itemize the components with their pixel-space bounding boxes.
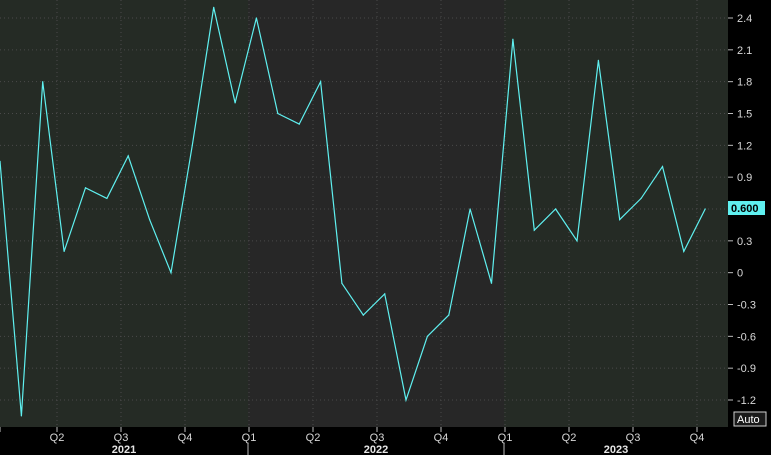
bottom-axis-panel [0, 427, 771, 455]
data-point [106, 197, 108, 199]
y-tick-label: 0 [737, 268, 743, 280]
last-value-label: 0.600 [731, 203, 759, 215]
last-value-badge: 0.600 [728, 201, 765, 215]
x-tick-label: Q2 [306, 432, 321, 444]
data-point [213, 6, 215, 8]
data-point [341, 282, 343, 284]
y-tick-label: 0.9 [737, 172, 752, 184]
data-point [576, 240, 578, 242]
data-point [640, 197, 642, 199]
year-band-2022 [248, 0, 504, 427]
x-tick-label: Q1 [498, 432, 513, 444]
data-point [42, 81, 44, 83]
data-point [683, 250, 685, 252]
y-tick-label: 0.3 [737, 236, 752, 248]
x-axis: Q2 Q3 Q4 Q1 Q2 Q3 Q4 Q1 Q2 Q3 Q4 2021 2022 2023 [0, 427, 704, 455]
data-point [20, 415, 22, 417]
data-point [170, 272, 172, 274]
data-point [63, 250, 65, 252]
x-tick-label: Q2 [562, 432, 577, 444]
data-point [191, 144, 193, 146]
data-point [320, 81, 322, 83]
data-point [384, 293, 386, 295]
data-point [127, 155, 129, 157]
x-tick-label: Q3 [626, 432, 641, 444]
data-point [597, 59, 600, 62]
y-tick-label: -0.9 [737, 363, 756, 375]
x-tick-label: Q3 [114, 432, 129, 444]
data-point [277, 112, 279, 115]
x-tick-label: Q3 [370, 432, 385, 444]
x-tick-label: Q4 [690, 432, 705, 444]
gridlines [0, 0, 728, 427]
y-tick-label: -1.2 [737, 395, 756, 407]
data-point [362, 314, 364, 316]
year-label-2023: 2023 [604, 444, 628, 455]
y-tick-label: 2.4 [737, 13, 752, 25]
data-point [661, 166, 664, 168]
data-point [490, 282, 493, 284]
data-point [426, 335, 428, 337]
data-point [149, 219, 151, 221]
data-point [0, 160, 1, 162]
data-point [255, 17, 257, 19]
year-bands [0, 0, 728, 427]
y-tick-label: 2.1 [737, 45, 752, 57]
data-point [512, 38, 514, 40]
data-point [704, 208, 706, 210]
x-tick-label: Q4 [434, 432, 449, 444]
scale-mode-button-bg[interactable] [733, 411, 767, 427]
data-point [555, 208, 557, 210]
y-tick-label: -0.3 [737, 300, 756, 312]
y-tick-label: 1.2 [737, 140, 752, 152]
data-point [533, 229, 535, 231]
data-point [405, 399, 407, 401]
scale-mode-button[interactable]: Auto [733, 411, 767, 427]
y-tick-label: 1.8 [737, 77, 752, 89]
year-label-2021: 2021 [112, 444, 136, 455]
data-point [469, 208, 471, 210]
series-layer [0, 6, 706, 417]
data-point [234, 102, 236, 104]
series-line-0 [0, 7, 706, 416]
scale-mode-label: Auto [737, 414, 760, 426]
year-label-2022: 2022 [364, 444, 388, 455]
y-tick-label: -0.6 [737, 331, 756, 343]
data-point [619, 219, 621, 221]
year-band-2023 [504, 0, 728, 427]
year-band-2021 [0, 0, 248, 427]
x-tick-label: Q2 [50, 432, 65, 444]
data-point [84, 187, 87, 189]
x-tick-label: Q4 [178, 432, 193, 444]
data-point [448, 314, 450, 316]
y-tick-label: 1.5 [737, 109, 752, 121]
last-value-badge-bg [728, 201, 765, 215]
data-point [298, 123, 300, 125]
x-tick-label: Q1 [242, 432, 257, 444]
